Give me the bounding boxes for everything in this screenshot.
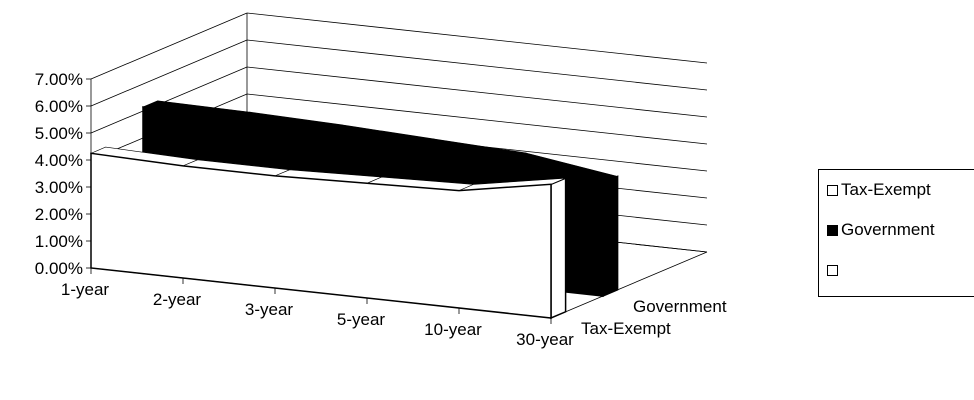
x-tick-label: 1-year [61,280,110,299]
wall-gridline [90,66,248,134]
legend-item: Government [827,220,935,240]
legend-swatch [827,224,838,236]
legend: Tax-Exempt Government [818,169,974,297]
y-tick-label: 1.00% [35,232,83,251]
gridline [246,39,708,91]
y-tick-label: 0.00% [35,259,83,278]
x-tick-label: 3-year [245,300,294,319]
x-tick-label: 5-year [337,310,386,329]
legend-label: Government [841,220,935,239]
series-tax-exempt-front-face [90,152,552,319]
gridline [246,12,708,64]
legend-item: Tax-Exempt [827,180,931,200]
series-tax-exempt-end-face [550,177,567,320]
y-tick-label: 4.00% [35,151,83,170]
y-tick-label: 2.00% [35,205,83,224]
gridline [246,66,708,118]
x-axis-line [90,267,552,319]
legend-item [827,260,841,280]
depth-tick-label: Government [633,297,727,316]
x-tick-label: 10-year [424,320,482,339]
legend-swatch [827,184,838,196]
y-tick-label: 5.00% [35,124,83,143]
floor-right-edge [550,251,708,319]
y-tick-label: 6.00% [35,97,83,116]
wall-gridline [90,12,248,80]
depth-tick-label: Tax-Exempt [581,319,671,338]
legend-swatch [827,264,838,276]
series-government-end-face [602,175,619,298]
x-tick-label: 30-year [516,330,574,349]
y-tick-label: 7.00% [35,70,83,89]
gridline [246,93,708,145]
wall-gridline [90,39,248,107]
legend-label: Tax-Exempt [841,180,931,199]
y-tick-label: 3.00% [35,178,83,197]
x-tick-label: 2-year [153,290,202,309]
